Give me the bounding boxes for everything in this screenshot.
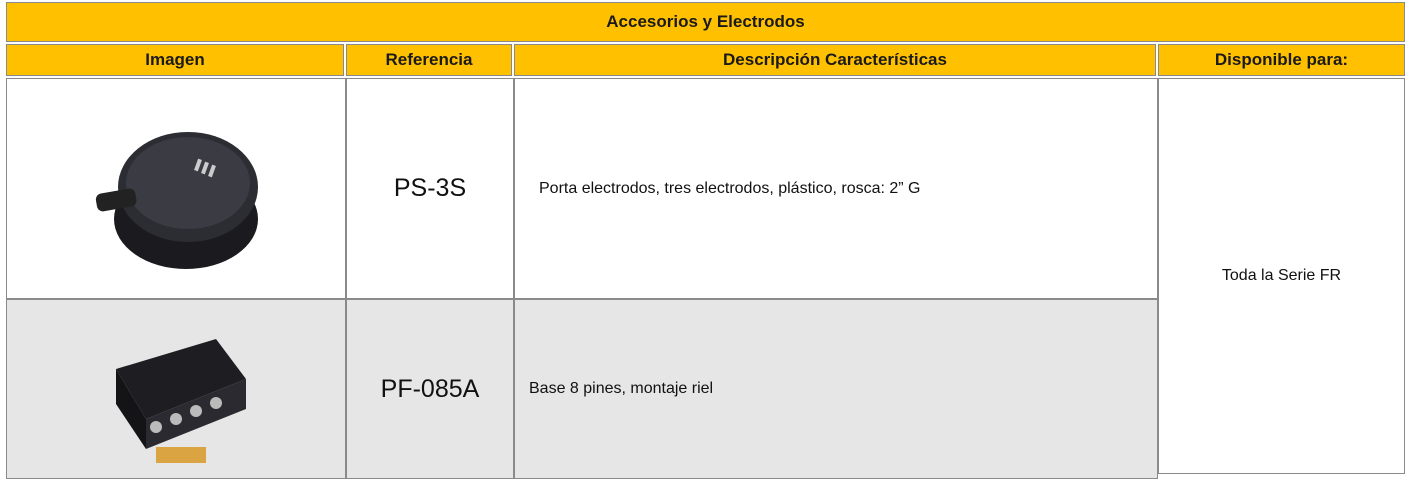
table-title: Accesorios y Electrodos bbox=[6, 2, 1405, 42]
column-header: Referencia bbox=[346, 44, 512, 76]
reference: PF-085A bbox=[346, 299, 514, 479]
availability: Toda la Serie FR bbox=[1158, 78, 1405, 474]
product-image bbox=[95, 131, 258, 269]
description: Base 8 pines, montaje riel bbox=[514, 299, 1158, 479]
column-header: Disponible para: bbox=[1158, 44, 1405, 76]
reference: PS-3S bbox=[346, 78, 514, 299]
column-header: Imagen bbox=[6, 44, 344, 76]
column-header: Descripción Características bbox=[514, 44, 1156, 76]
product-image bbox=[116, 339, 246, 463]
product-image-cell bbox=[6, 78, 346, 299]
product-image-cell bbox=[6, 299, 346, 479]
description: Porta electrodos, tres electrodos, plást… bbox=[514, 78, 1158, 299]
